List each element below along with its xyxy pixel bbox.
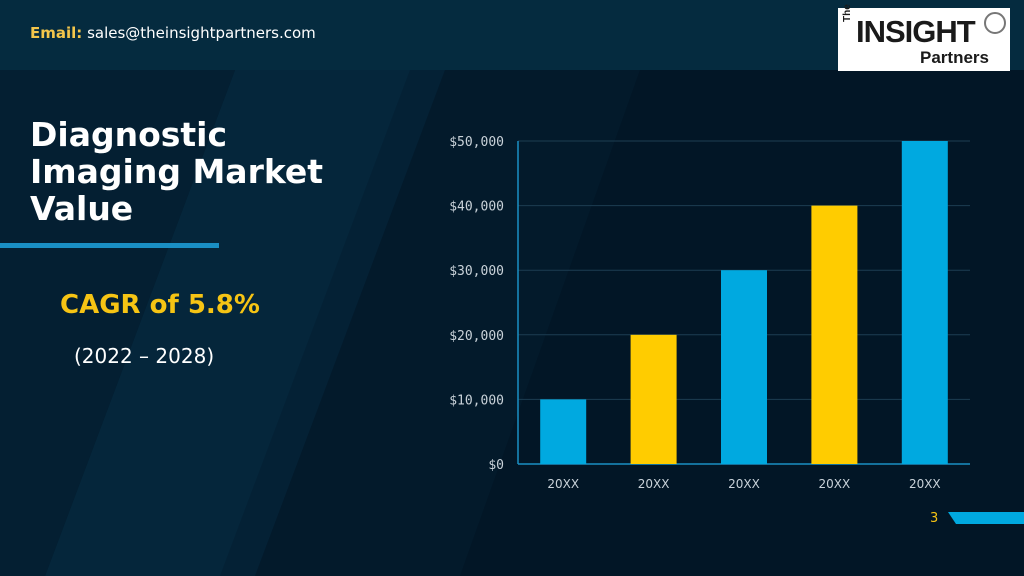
bar <box>540 399 587 464</box>
page-accent-bar <box>948 512 1024 524</box>
email-contact: Email: sales@theinsightpartners.com <box>30 24 316 42</box>
email-label: Email: <box>30 24 83 42</box>
cagr-value: CAGR of 5.8% <box>60 290 260 320</box>
title-underline <box>0 243 219 248</box>
y-tick-label: $0 <box>488 458 504 473</box>
slide-title: Diagnostic Imaging Market Value <box>30 116 350 227</box>
logo-insight: INSIGHT <box>856 14 976 49</box>
x-tick-label: 20XX <box>728 477 760 491</box>
x-tick-label: 20XX <box>547 477 579 491</box>
title-line-2: Imaging Market <box>30 152 324 191</box>
bar <box>630 334 677 464</box>
x-tick-label: 20XX <box>819 477 851 491</box>
page-number: 3 <box>930 511 939 526</box>
bar <box>721 270 767 464</box>
y-tick-label: $10,000 <box>449 393 504 408</box>
x-tick-label: 20XX <box>909 477 941 491</box>
logo-magnifier-icon <box>984 12 1006 34</box>
x-tick-label: 20XX <box>638 477 670 491</box>
bar <box>811 205 858 464</box>
y-tick-label: $40,000 <box>449 200 504 215</box>
bar <box>901 141 948 464</box>
logo-the: The <box>842 4 853 22</box>
title-line-1: Diagnostic <box>30 115 228 154</box>
company-logo: The INSIGHT Partners <box>838 4 1010 71</box>
y-tick-label: $50,000 <box>449 135 504 150</box>
y-tick-label: $20,000 <box>449 329 504 344</box>
forecast-period: (2022 – 2028) <box>74 344 215 368</box>
logo-partners: Partners <box>920 48 989 67</box>
bar-chart: $0 $10,000 $20,000 $30,000 $40,000 $50,000 20X… <box>449 135 970 491</box>
email-value[interactable]: sales@theinsightpartners.com <box>87 24 316 42</box>
title-line-3: Value <box>30 189 134 228</box>
y-tick-label: $30,000 <box>449 264 504 279</box>
